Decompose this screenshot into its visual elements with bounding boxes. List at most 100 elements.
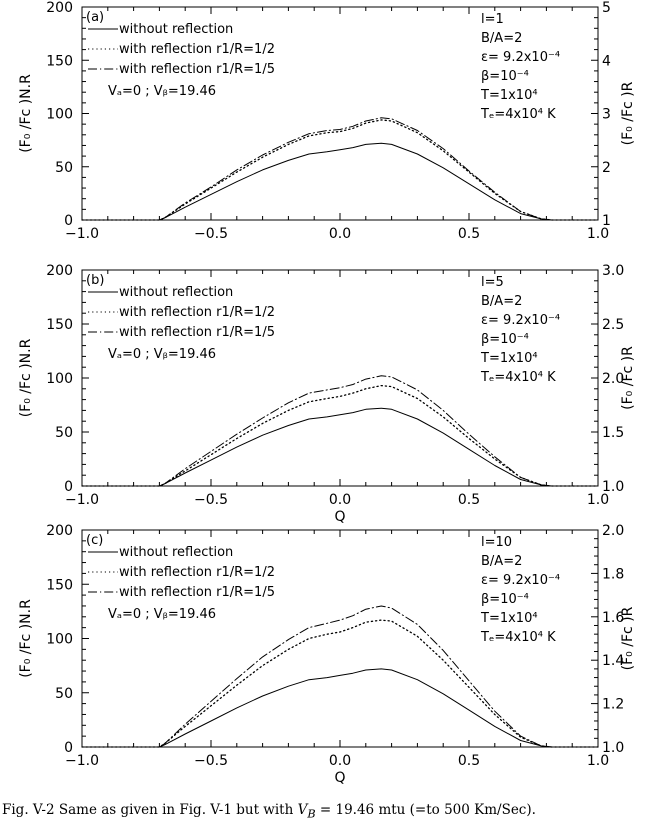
parameter-line-6: Tₑ=4x10⁴ K xyxy=(480,107,556,122)
x-tick-label: −1.0 xyxy=(65,753,99,769)
velocity-note: Vₐ=0 ; Vᵦ=19.46 xyxy=(108,347,216,362)
parameter-line-3: ε= 9.2x10⁻⁴ xyxy=(481,573,560,588)
parameter-line-5: T=1x10⁴ xyxy=(480,351,538,366)
parameter-line-2: B/A=2 xyxy=(481,31,522,46)
parameter-line-3: ε= 9.2x10⁻⁴ xyxy=(481,50,560,65)
panel-label: (c) xyxy=(86,533,103,548)
y-right-tick-label: 1.4 xyxy=(602,653,624,669)
x-tick-label: −0.5 xyxy=(194,753,228,769)
y-right-tick-label: 1.0 xyxy=(602,740,624,756)
y-right-tick-label: 3.0 xyxy=(602,263,624,279)
y-right-axis-title: (F₀ /Fᴄ )R xyxy=(620,606,636,670)
parameter-line-4: β=10⁻⁴ xyxy=(481,592,529,607)
legend-text-2: with reflection r1/R=1/2 xyxy=(119,305,275,320)
x-tick-label: 1.0 xyxy=(587,492,609,508)
y-right-axis-title: (F₀ /Fᴄ )R xyxy=(620,81,636,145)
parameter-line-2: B/A=2 xyxy=(481,294,522,309)
parameter-line-1: l=10 xyxy=(481,535,512,550)
y-left-tick-label: 200 xyxy=(46,263,73,279)
caption-prefix: Fig. V-2 Same as given in Fig. V-1 but w… xyxy=(2,802,298,818)
legend-text-1: without reflection xyxy=(119,22,233,37)
series-line-2 xyxy=(81,384,599,487)
parameter-line-5: T=1x10⁴ xyxy=(480,88,538,103)
y-right-tick-label: 1.0 xyxy=(602,479,624,495)
y-right-tick-label: 1.8 xyxy=(602,566,624,582)
x-tick-label: 1.0 xyxy=(587,753,609,769)
y-left-tick-label: 0 xyxy=(64,479,73,495)
y-right-tick-label: 1.5 xyxy=(602,425,624,441)
y-right-tick-label: 3 xyxy=(602,107,611,123)
x-axis-title: Q xyxy=(334,770,345,786)
y-left-axis-title: (F₀ /Fᴄ )N.R xyxy=(18,599,34,678)
y-left-tick-label: 150 xyxy=(46,577,73,593)
x-tick-label: 0.0 xyxy=(329,226,351,242)
chart-panel-3: −1.0 −0.5 0.0 0.5 1.0 0 50 100 150 200 1.0 1.2 1.4 1.… xyxy=(18,523,636,786)
legend-text-1: without reflection xyxy=(119,285,233,300)
legend-text-3: with reflection r1/R=1/5 xyxy=(119,585,275,600)
y-left-tick-label: 50 xyxy=(55,425,73,441)
y-right-tick-label: 1.6 xyxy=(602,610,624,626)
y-left-tick-label: 150 xyxy=(46,317,73,333)
parameter-line-1: l=5 xyxy=(481,275,504,290)
y-right-tick-label: 5 xyxy=(602,0,611,16)
y-left-tick-label: 200 xyxy=(46,0,73,16)
x-tick-label: 0.5 xyxy=(458,226,480,242)
panel-label: (a) xyxy=(86,10,104,25)
parameter-line-1: l=1 xyxy=(481,12,504,27)
caption-subscript: B xyxy=(307,807,316,821)
parameter-line-3: ε= 9.2x10⁻⁴ xyxy=(481,313,560,328)
y-right-tick-label: 4 xyxy=(602,53,611,69)
x-tick-label: 0.0 xyxy=(329,492,351,508)
series-line-1 xyxy=(81,407,599,487)
y-left-tick-label: 100 xyxy=(46,371,73,387)
y-right-tick-label: 2.5 xyxy=(602,317,624,333)
series-line-1 xyxy=(81,142,599,221)
series-line-3 xyxy=(81,375,599,487)
x-tick-label: 1.0 xyxy=(587,226,609,242)
x-tick-label: 0.0 xyxy=(329,753,351,769)
y-left-tick-label: 150 xyxy=(46,53,73,69)
y-right-tick-label: 2 xyxy=(602,160,611,176)
series-line-2 xyxy=(81,619,599,748)
chart-panel-2: −1.0 −0.5 0.0 0.5 1.0 0 50 100 150 200 1.0 1.5 2.0 2.… xyxy=(18,263,636,525)
x-tick-label: −0.5 xyxy=(194,226,228,242)
y-left-tick-label: 0 xyxy=(64,740,73,756)
figure-caption: Fig. V-2 Same as given in Fig. V-1 but w… xyxy=(2,802,650,821)
parameter-line-6: Tₑ=4x10⁴ K xyxy=(480,370,556,385)
series-line-1 xyxy=(81,668,599,748)
legend-text-2: with reflection r1/R=1/2 xyxy=(119,565,275,580)
series-line-2 xyxy=(81,119,599,221)
y-left-tick-label: 50 xyxy=(55,686,73,702)
parameter-line-5: T=1x10⁴ xyxy=(480,611,538,626)
x-tick-label: 0.5 xyxy=(458,753,480,769)
x-tick-label: −0.5 xyxy=(194,492,228,508)
velocity-note: Vₐ=0 ; Vᵦ=19.46 xyxy=(108,607,216,622)
legend-text-3: with reflection r1/R=1/5 xyxy=(119,62,275,77)
x-tick-label: 0.5 xyxy=(458,492,480,508)
y-right-tick-label: 2.0 xyxy=(602,523,624,539)
velocity-note: Vₐ=0 ; Vᵦ=19.46 xyxy=(108,84,216,99)
y-left-axis-title: (F₀ /Fᴄ )N.R xyxy=(18,74,34,153)
y-left-tick-label: 0 xyxy=(64,213,73,229)
y-left-tick-label: 200 xyxy=(46,523,73,539)
series-line-3 xyxy=(81,605,599,748)
parameter-line-2: B/A=2 xyxy=(481,554,522,569)
chart-panel-1: −1.0 −0.5 0.0 0.5 1.0 0 50 100 150 200 1 2 3 4 5 (F₀ /F… xyxy=(18,0,636,242)
y-right-tick-label: 2.0 xyxy=(602,371,624,387)
series-line-3 xyxy=(81,117,599,221)
y-right-axis-title: (F₀ /Fᴄ )R xyxy=(620,346,636,410)
y-right-tick-label: 1.2 xyxy=(602,697,624,713)
legend-text-1: without reflection xyxy=(119,545,233,560)
y-right-tick-label: 1 xyxy=(602,213,611,229)
caption-suffix: = 19.46 mtu (=to 500 Km/Sec). xyxy=(315,802,536,818)
x-axis-title: Q xyxy=(334,509,345,525)
y-left-tick-label: 100 xyxy=(46,107,73,123)
x-tick-label: −1.0 xyxy=(65,492,99,508)
legend-text-2: with reflection r1/R=1/2 xyxy=(119,42,275,57)
parameter-line-4: β=10⁻⁴ xyxy=(481,332,529,347)
caption-symbol: V xyxy=(297,802,308,818)
parameter-line-4: β=10⁻⁴ xyxy=(481,69,529,84)
x-tick-label: −1.0 xyxy=(65,226,99,242)
y-left-axis-title: (F₀ /Fᴄ )N.R xyxy=(18,338,34,417)
y-left-tick-label: 50 xyxy=(55,160,73,176)
